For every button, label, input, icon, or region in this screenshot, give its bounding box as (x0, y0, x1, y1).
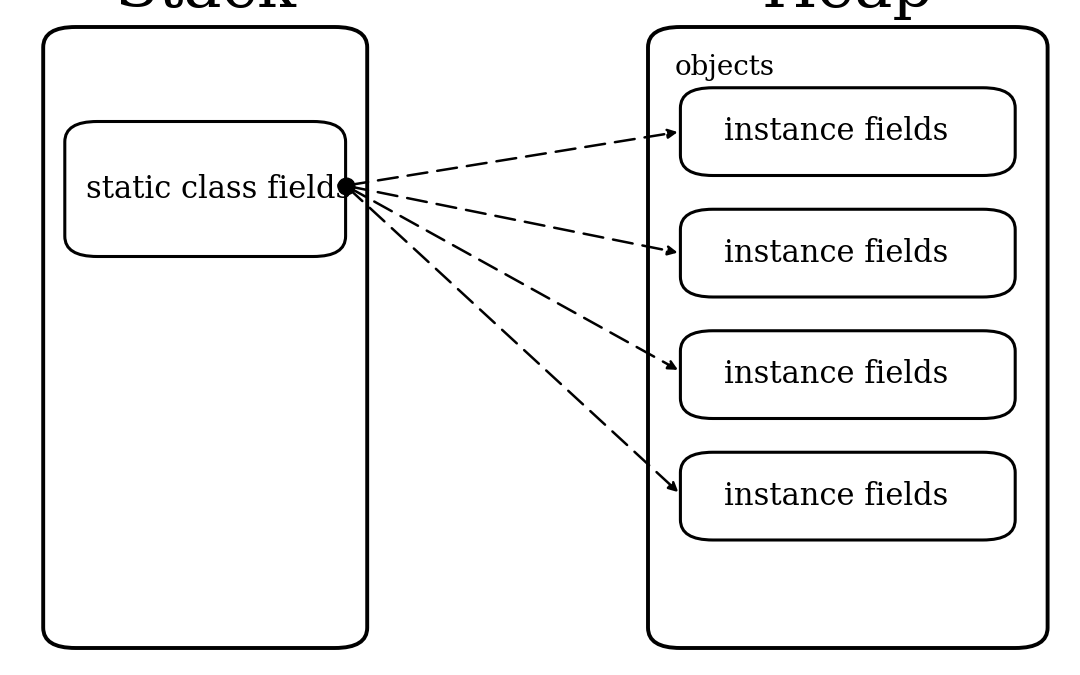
Text: Heap: Heap (761, 0, 934, 20)
Text: objects: objects (675, 54, 775, 81)
FancyBboxPatch shape (648, 27, 1048, 648)
Text: instance fields: instance fields (724, 481, 948, 512)
FancyBboxPatch shape (680, 209, 1015, 297)
FancyBboxPatch shape (65, 122, 346, 256)
Text: instance fields: instance fields (724, 359, 948, 390)
Text: instance fields: instance fields (724, 116, 948, 147)
FancyBboxPatch shape (680, 88, 1015, 176)
Text: Stack: Stack (114, 0, 296, 20)
FancyBboxPatch shape (43, 27, 367, 648)
FancyBboxPatch shape (680, 331, 1015, 418)
Text: instance fields: instance fields (724, 238, 948, 269)
FancyBboxPatch shape (680, 452, 1015, 540)
Text: static class fields: static class fields (86, 173, 352, 205)
